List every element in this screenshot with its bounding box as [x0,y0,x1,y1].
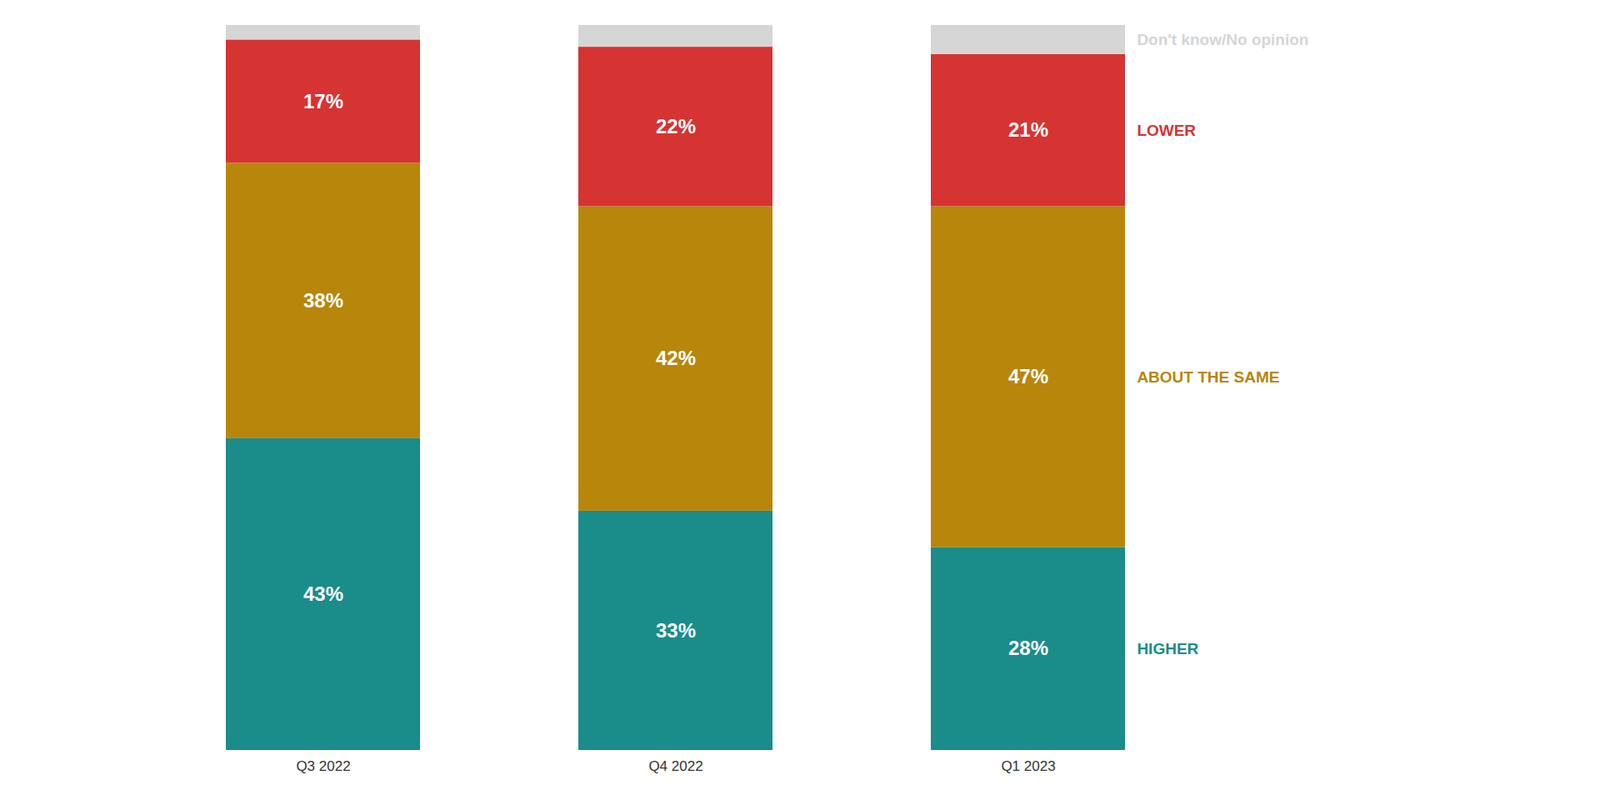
svg-text:28%: 28% [1008,636,1049,660]
svg-text:22%: 22% [655,115,696,138]
svg-text:43%: 43% [303,582,344,605]
svg-text:LOWER: LOWER [1136,121,1196,140]
svg-text:HIGHER: HIGHER [1136,640,1199,658]
svg-text:Q4 2022: Q4 2022 [648,758,703,775]
svg-text:42%: 42% [655,346,696,370]
svg-text:21%: 21% [1008,118,1049,141]
svg-text:38%: 38% [303,289,344,312]
svg-text:Q3 2022: Q3 2022 [295,758,350,775]
svg-text:Q1 2023: Q1 2023 [1000,758,1055,775]
svg-text:17%: 17% [303,90,344,113]
svg-text:47%: 47% [1008,365,1049,388]
svg-text:33%: 33% [655,619,696,642]
svg-text:ABOUT THE SAME: ABOUT THE SAME [1136,368,1280,386]
svg-text:Don't know/No opinion: Don't know/No opinion [1136,30,1309,49]
